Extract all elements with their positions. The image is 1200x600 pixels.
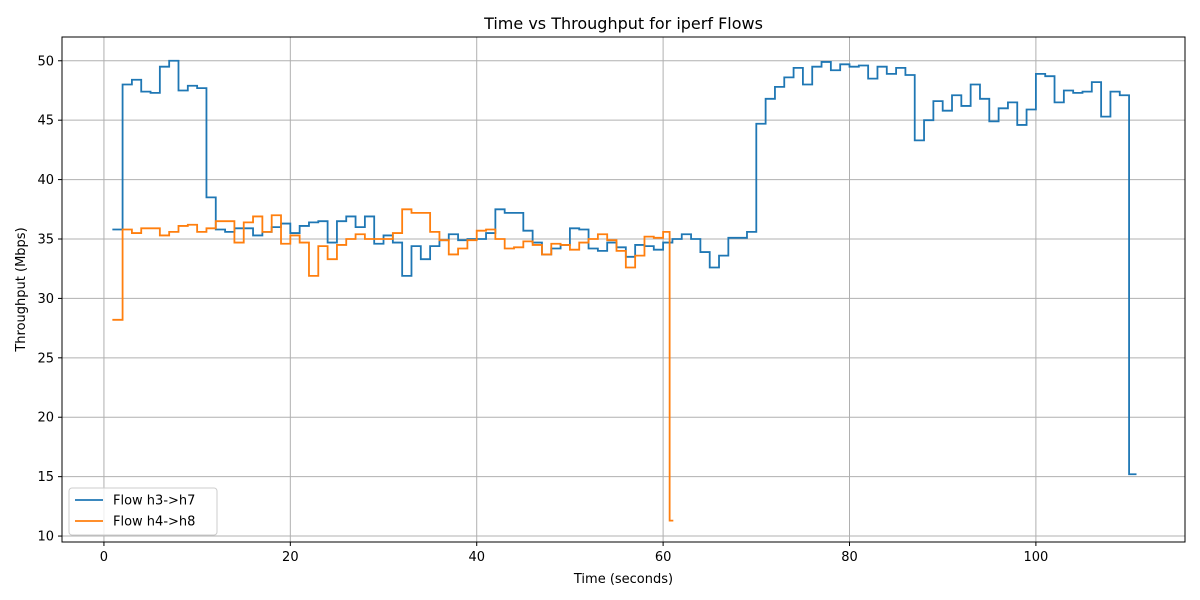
x-tick-label: 40 — [468, 550, 485, 565]
tick-layer: 0 20 40 60 80 100 10 15 20 25 30 35 40 45 50 — [37, 54, 1048, 565]
legend-label-1: Flow h3->h7 — [113, 494, 195, 509]
series-line-2 — [112, 208, 674, 522]
series-line-1 — [112, 59, 1137, 476]
y-tick-label: 35 — [37, 233, 54, 248]
series-layer — [112, 59, 1137, 522]
y-tick-label: 50 — [37, 54, 54, 69]
y-tick-label: 10 — [37, 530, 54, 545]
y-tick-label: 15 — [37, 470, 54, 485]
y-tick-label: 20 — [37, 411, 54, 426]
y-tick-label: 45 — [37, 114, 54, 129]
y-tick-label: 30 — [37, 292, 54, 307]
y-tick-label: 25 — [37, 351, 54, 366]
x-tick-label: 60 — [655, 550, 672, 565]
x-tick-label: 20 — [282, 550, 299, 565]
plot-frame — [61, 36, 1186, 543]
y-axis-label: Throughput (Mbps) — [14, 227, 29, 352]
y-tick-label: 40 — [37, 173, 54, 188]
chart-title: Time vs Throughput for iperf Flows — [483, 14, 763, 33]
legend-label-2: Flow h4->h8 — [113, 515, 195, 530]
legend-box — [68, 487, 218, 536]
x-axis-label: Time (seconds) — [573, 572, 673, 587]
x-tick-label: 100 — [1023, 550, 1048, 565]
x-tick-label: 80 — [841, 550, 858, 565]
legend: Flow h3->h7 Flow h4->h8 — [68, 487, 218, 536]
x-tick-label: 0 — [100, 550, 108, 565]
